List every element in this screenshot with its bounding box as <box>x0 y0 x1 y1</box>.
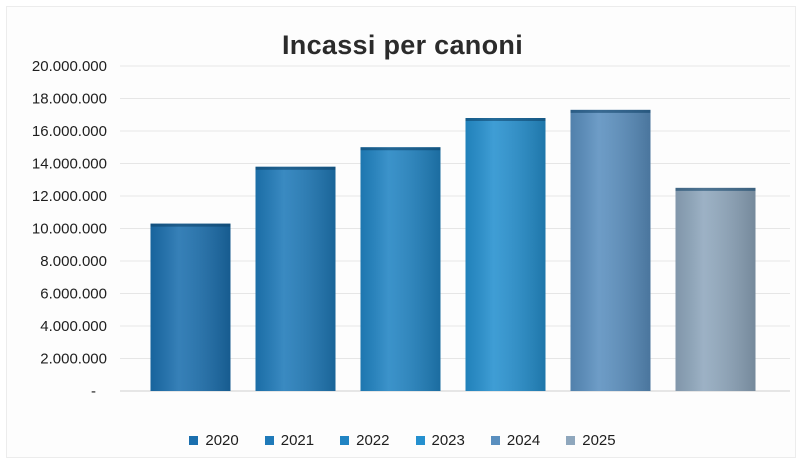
bar-shading <box>360 147 441 391</box>
legend-item: 2020 <box>189 432 239 449</box>
y-tick-label: 4.000.000 <box>40 318 107 335</box>
legend-label: 2022 <box>356 432 390 449</box>
y-tick-label: 10.000.000 <box>32 221 107 238</box>
legend-swatch <box>490 436 500 445</box>
y-tick-label: - <box>91 383 96 400</box>
bar-2024 <box>570 109 651 391</box>
bar-top-edge <box>465 118 546 121</box>
y-axis: - 2.000.000 4.000.000 6.000.000 8.000.000 10.… <box>32 58 107 400</box>
bar-top-edge <box>675 187 756 191</box>
bar-2020 <box>150 223 231 391</box>
y-tick-label: 18.000.000 <box>32 91 107 108</box>
legend-swatch <box>340 436 350 445</box>
chart-title: Incassi per canoni <box>282 30 523 60</box>
bar-shading <box>675 187 756 391</box>
bar-top-edge <box>255 166 336 170</box>
bar-shading <box>570 109 651 391</box>
bars <box>150 109 756 391</box>
y-tick-label: 8.000.000 <box>40 253 107 270</box>
legend-label: 2023 <box>431 432 465 449</box>
bar-shading <box>150 223 231 391</box>
bar-2025 <box>675 187 756 391</box>
bar-top-edge <box>570 109 651 113</box>
legend-label: 2020 <box>205 432 239 449</box>
legend-item: 2023 <box>415 432 465 449</box>
legend-label: 2021 <box>280 432 315 449</box>
chart-legend: 2020 2021 2022 2023 2024 2025 <box>0 432 805 449</box>
bar-2021 <box>255 166 336 391</box>
bar-shading <box>255 166 336 391</box>
bar-top-edge <box>150 223 231 227</box>
y-tick-label: 14.000.000 <box>32 156 107 173</box>
bar-2022 <box>360 147 441 391</box>
legend-item: 2021 <box>264 432 315 449</box>
legend-swatch <box>264 436 274 445</box>
legend-item: 2025 <box>566 432 616 449</box>
legend-label: 2025 <box>582 432 616 449</box>
bar-top-edge <box>360 147 441 151</box>
y-tick-label: 2.000.000 <box>40 351 107 368</box>
legend-swatch <box>566 436 576 445</box>
y-tick-label: 16.000.000 <box>32 123 107 140</box>
y-tick-label: 20.000.000 <box>32 58 107 75</box>
legend-swatch <box>189 436 199 445</box>
legend-item: 2022 <box>340 432 390 449</box>
y-tick-label: 6.000.000 <box>40 286 107 303</box>
bar-shading <box>465 118 546 391</box>
y-tick-label: 12.000.000 <box>32 188 107 205</box>
bar-2023 <box>465 118 546 391</box>
legend-swatch <box>415 436 425 445</box>
legend-label: 2024 <box>506 432 541 449</box>
legend-item: 2024 <box>490 432 541 449</box>
